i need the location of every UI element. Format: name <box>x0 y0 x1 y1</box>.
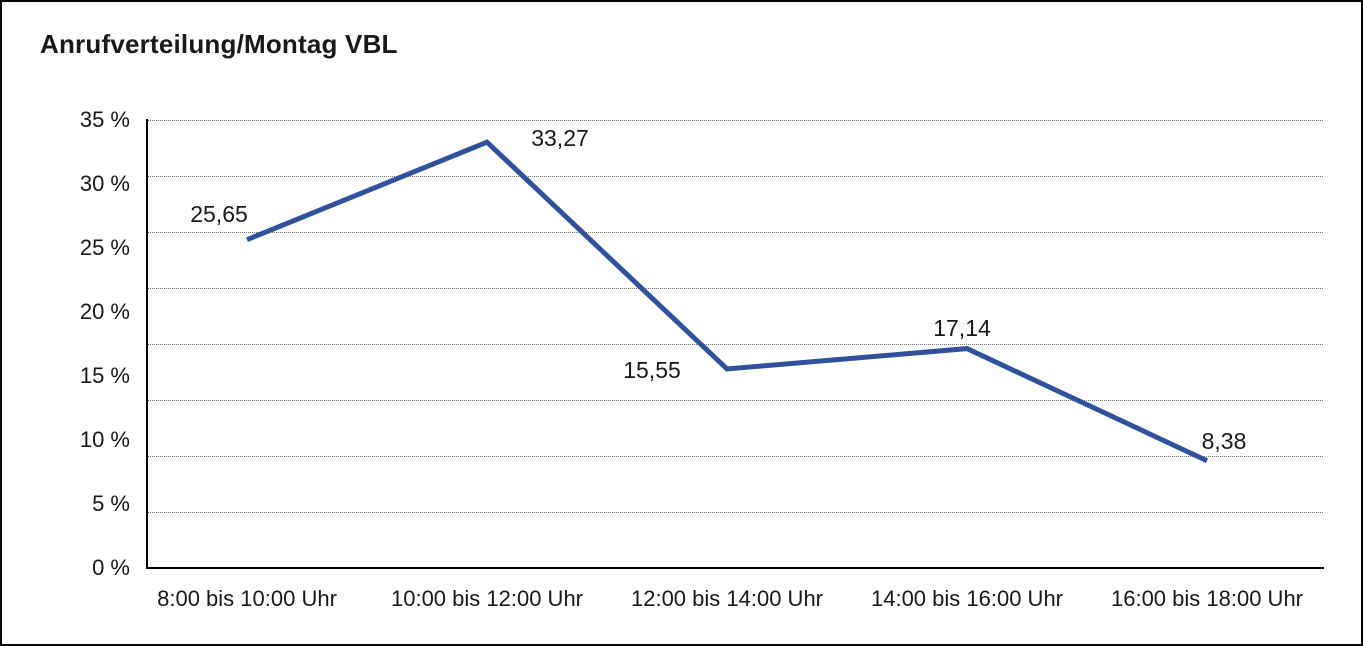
y-tick-label: 25 % <box>79 235 130 260</box>
gridline <box>148 288 1323 289</box>
gridline <box>148 232 1323 233</box>
y-tick-label: 15 % <box>79 363 130 388</box>
x-tick-label: 16:00 bis 18:00 Uhr <box>1110 586 1304 611</box>
gridline <box>148 344 1323 345</box>
gridline <box>148 400 1323 401</box>
data-line <box>246 139 1209 464</box>
data-point-label: 15,55 <box>623 356 681 383</box>
y-tick-label: 5 % <box>92 491 130 516</box>
y-axis-line <box>146 119 148 569</box>
data-point-label: 25,65 <box>190 200 248 227</box>
data-point-label: 8,38 <box>1201 427 1247 454</box>
data-point-label: 33,27 <box>531 125 589 152</box>
gridline <box>148 512 1323 513</box>
chart-title: Anrufverteilung/Montag VBL <box>40 29 398 59</box>
x-tick-label: 10:00 bis 12:00 Uhr <box>390 586 584 611</box>
y-tick-label: 10 % <box>79 427 130 452</box>
gridline <box>148 176 1323 177</box>
x-tick-label: 14:00 bis 16:00 Uhr <box>870 586 1064 611</box>
y-tick-label: 30 % <box>79 171 130 196</box>
x-axis-line <box>146 567 1324 569</box>
y-tick-label: 20 % <box>79 299 130 324</box>
y-tick-label: 35 % <box>79 107 130 132</box>
gridline <box>148 120 1323 121</box>
data-point-label: 17,14 <box>933 314 991 341</box>
gridline <box>148 456 1323 457</box>
y-tick-label: 0 % <box>92 555 130 580</box>
x-tick-label: 12:00 bis 14:00 Uhr <box>630 586 824 611</box>
x-tick-label: 8:00 bis 10:00 Uhr <box>157 586 337 611</box>
